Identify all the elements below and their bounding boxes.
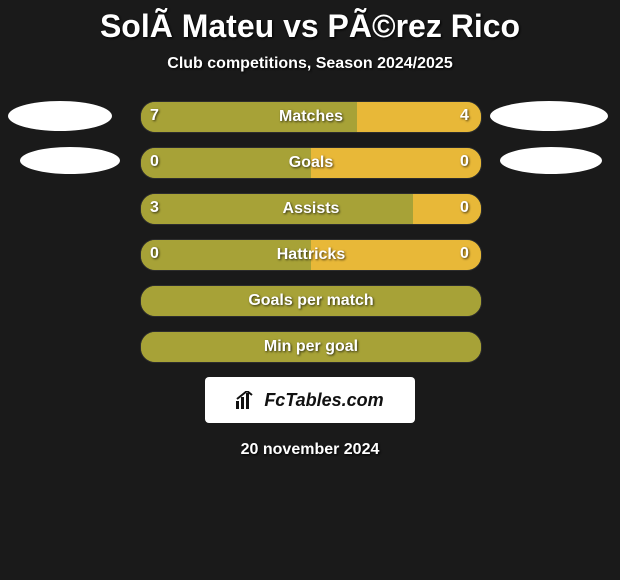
- bar-track: Goals per match: [140, 285, 482, 317]
- stat-row: Goals0 0: [0, 147, 620, 177]
- brand-badge[interactable]: FcTables.com: [205, 377, 415, 423]
- stat-value-left: 0: [150, 239, 159, 269]
- stat-value-right: 0: [460, 193, 469, 223]
- stat-value-left: 0: [150, 147, 159, 177]
- stat-value-right: 0: [460, 147, 469, 177]
- comparison-card: SolÃ Mateu vs PÃ©rez Rico Club competiti…: [0, 0, 620, 580]
- date-text: 20 november 2024: [0, 441, 620, 459]
- stat-row: Assists3 0: [0, 193, 620, 223]
- stat-value-right: 0: [460, 239, 469, 269]
- bar-track: Hattricks: [140, 239, 482, 271]
- bar-track: Min per goal: [140, 331, 482, 363]
- brand-text: FcTables.com: [264, 390, 383, 411]
- stat-label: Hattricks: [141, 240, 481, 270]
- stat-label: Goals per match: [141, 286, 481, 316]
- bar-track: Matches: [140, 101, 482, 133]
- chart-icon: [236, 391, 258, 409]
- page-title: SolÃ Mateu vs PÃ©rez Rico: [0, 0, 620, 45]
- stat-label: Matches: [141, 102, 481, 132]
- stat-label: Goals: [141, 148, 481, 178]
- stat-label: Min per goal: [141, 332, 481, 362]
- bar-track: Assists: [140, 193, 482, 225]
- stat-value-left: 7: [150, 101, 159, 131]
- bar-track: Goals: [140, 147, 482, 179]
- stat-value-right: 4: [460, 101, 469, 131]
- stat-row: Matches7 4: [0, 101, 620, 131]
- stat-label: Assists: [141, 194, 481, 224]
- page-subtitle: Club competitions, Season 2024/2025: [0, 55, 620, 73]
- stat-row: Hattricks0 0: [0, 239, 620, 269]
- stat-row: Min per goal: [0, 331, 620, 361]
- stat-row: Goals per match: [0, 285, 620, 315]
- stats-area: Matches74Goals00Assists30Hattricks00Goal…: [0, 101, 620, 361]
- stat-value-left: 3: [150, 193, 159, 223]
